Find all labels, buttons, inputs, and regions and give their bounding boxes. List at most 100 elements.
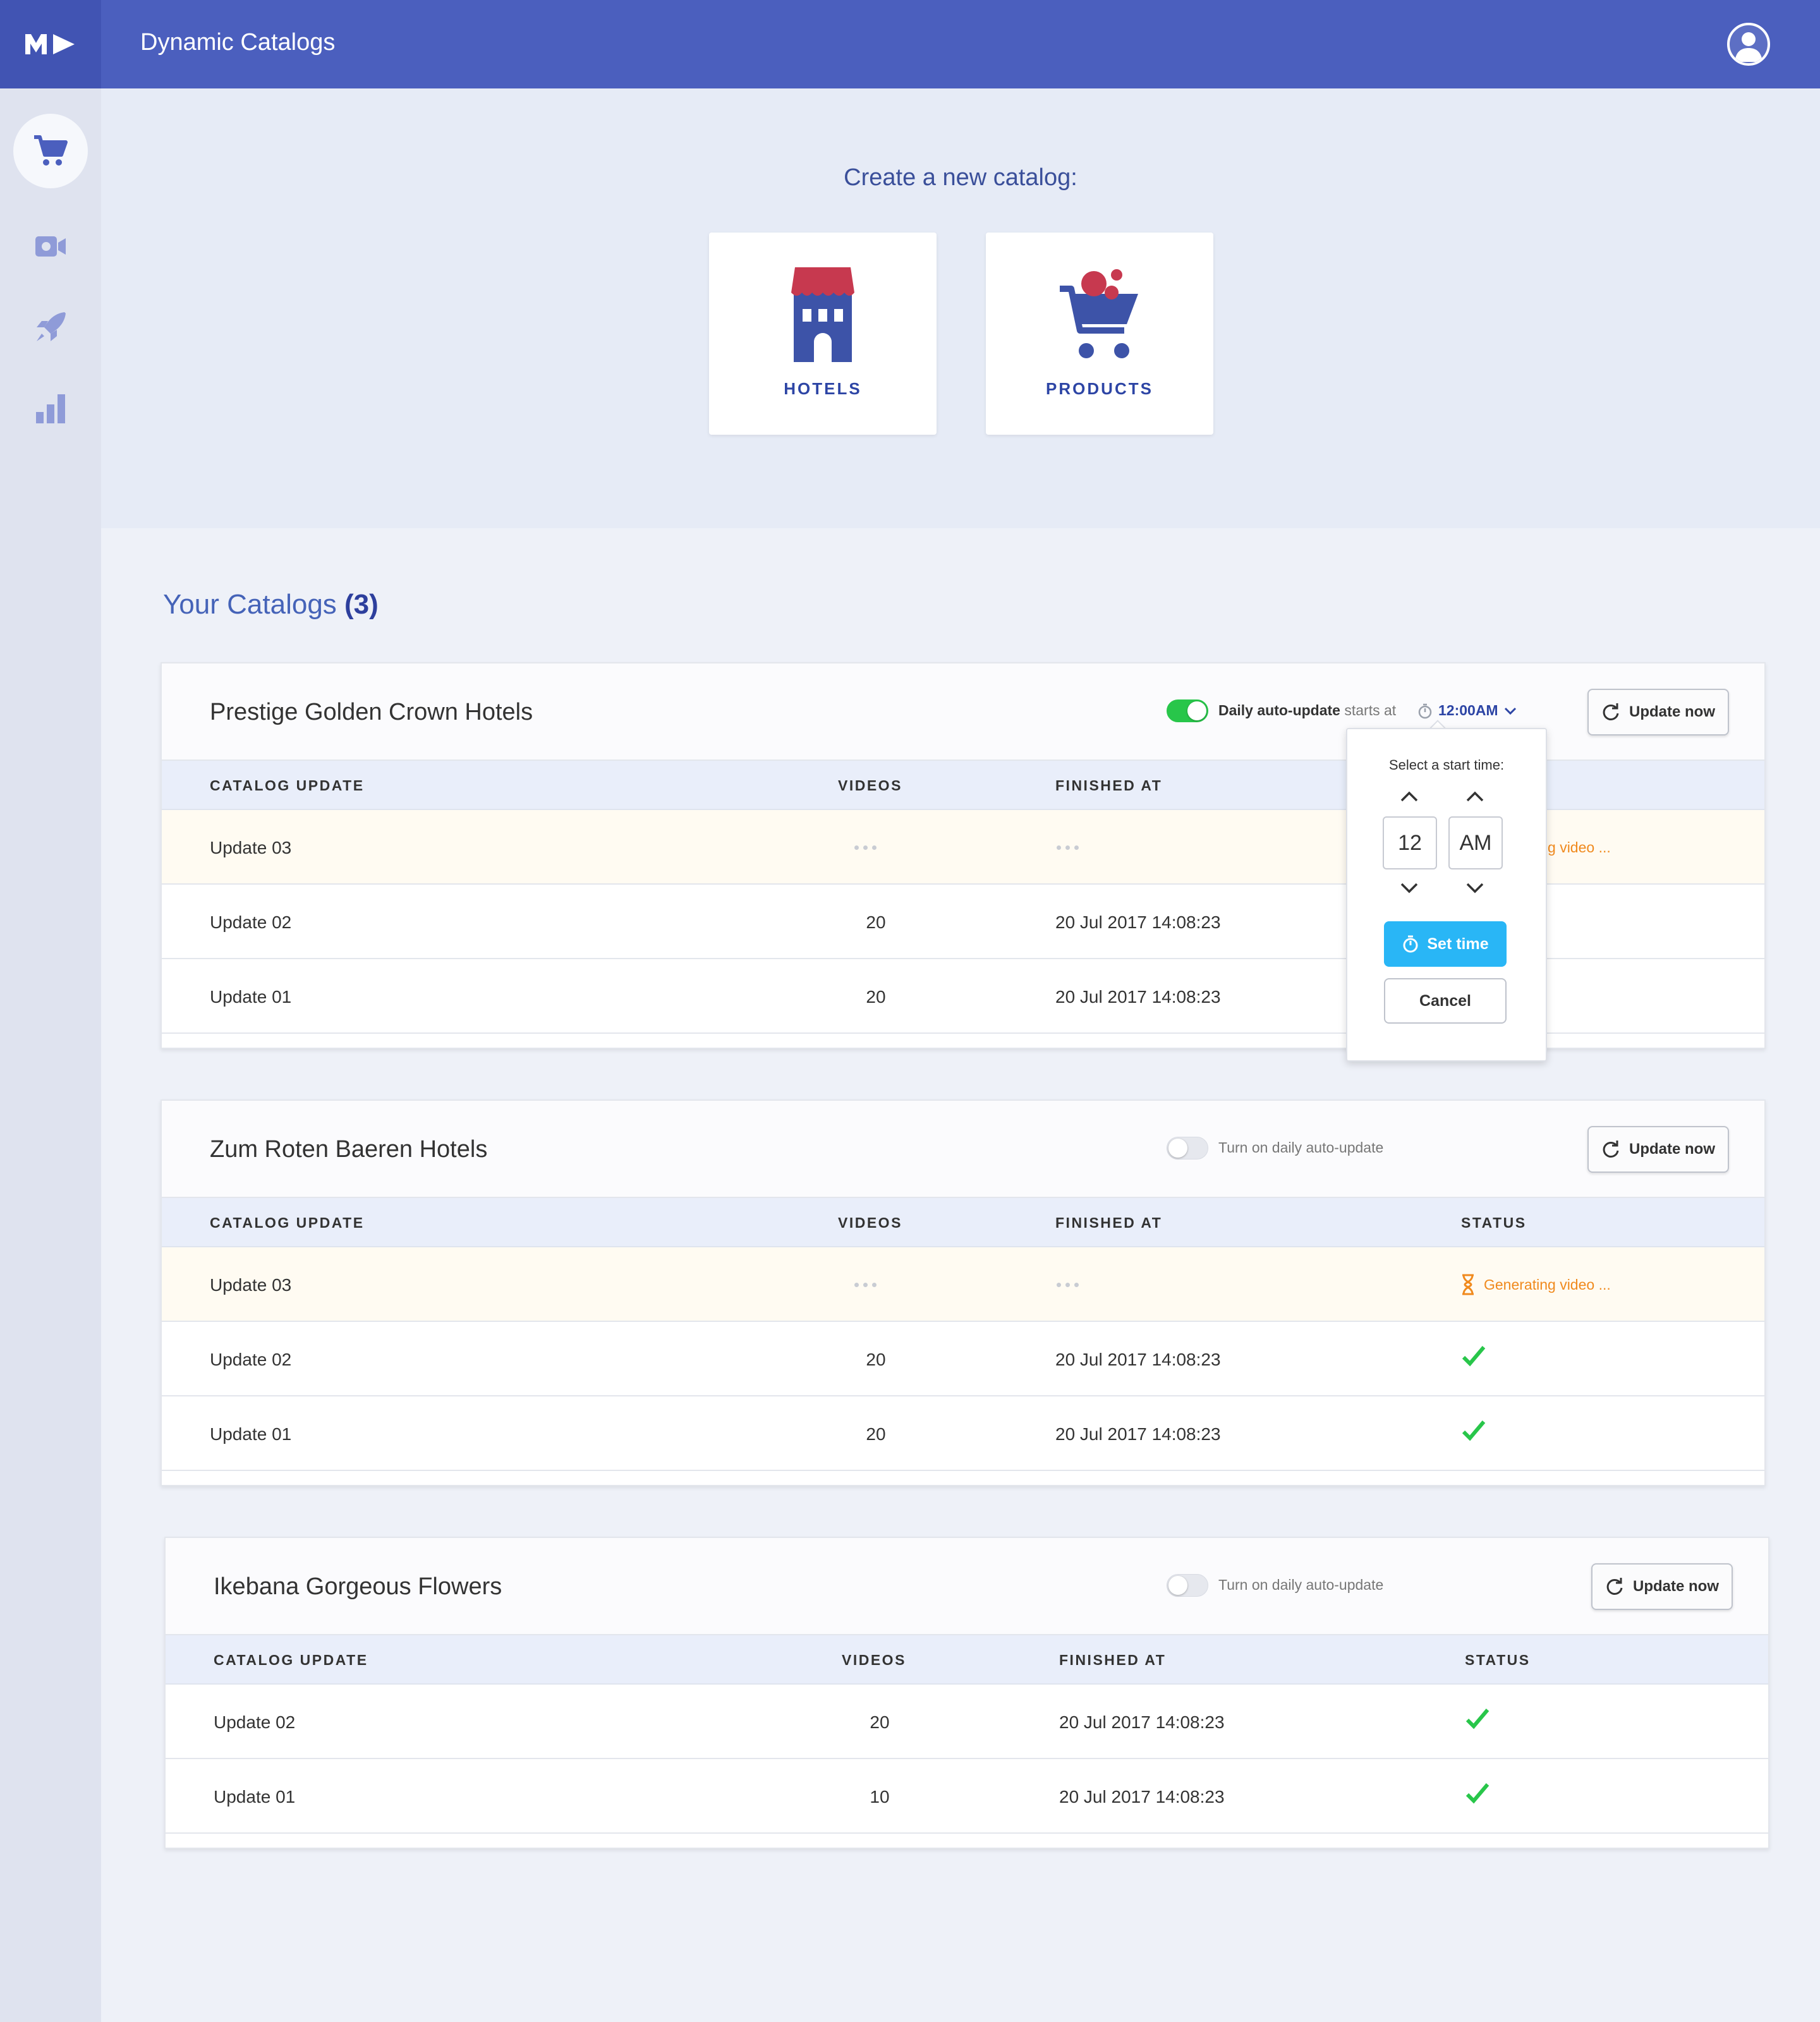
finished-at: 20 Jul 2017 14:08:23	[1059, 1787, 1225, 1807]
sidebar	[0, 88, 101, 2022]
column-header-status: STATUS	[1465, 1652, 1531, 1668]
auto-update-toggle[interactable]	[1167, 699, 1208, 722]
videos-count: 20	[866, 1424, 886, 1444]
set-time-button[interactable]: Set time	[1384, 921, 1507, 967]
app-logo[interactable]	[0, 0, 101, 88]
time-picker-popup: Select a start time: 12 AM Set time Canc…	[1346, 728, 1547, 1062]
update-name: Update 03	[210, 1275, 292, 1295]
catalog-title: Prestige Golden Crown Hotels	[210, 699, 533, 725]
checkmark-icon	[1462, 1420, 1486, 1441]
finished-at: 20 Jul 2017 14:08:23	[1055, 1424, 1221, 1444]
catalogs-count: (3)	[344, 589, 379, 620]
update-name: Update 02	[210, 912, 292, 932]
auto-update-toggle[interactable]	[1167, 1574, 1208, 1597]
hotel-icon	[791, 267, 854, 362]
sidebar-item-videos[interactable]	[0, 234, 101, 259]
bar-chart-icon	[36, 394, 65, 423]
table-row[interactable]: Update 02 20 20 Jul 2017 14:08:23	[162, 1322, 1764, 1396]
table-row[interactable]: Update 03 Generating video ...	[162, 1247, 1764, 1322]
videos-count: 20	[866, 912, 886, 932]
status-generating: Generating video ...	[1461, 1274, 1611, 1295]
catalog-panel: Zum Roten Baeren Hotels Turn on daily au…	[161, 1099, 1766, 1486]
hour-up-button[interactable]	[1397, 787, 1422, 806]
table-header: CATALOG UPDATE VIDEOS FINISHED AT STATUS	[162, 1198, 1764, 1247]
checkmark-icon	[1465, 1709, 1489, 1729]
update-now-button[interactable]: Update now	[1587, 689, 1729, 736]
shopping-cart-icon	[34, 135, 68, 166]
create-hotels-card[interactable]: HOTELS	[709, 233, 937, 435]
update-name: Update 01	[210, 987, 292, 1007]
start-time-dropdown[interactable]: 12:00AM	[1417, 702, 1517, 719]
column-header-update: CATALOG UPDATE	[210, 1214, 365, 1231]
column-header-finished: FINISHED AT	[1055, 777, 1163, 794]
period-field[interactable]: AM	[1448, 816, 1503, 869]
app-title: Dynamic Catalogs	[140, 29, 336, 56]
auto-update-toggle[interactable]	[1167, 1137, 1208, 1159]
hotels-label: HOTELS	[784, 379, 862, 398]
refresh-icon	[1603, 703, 1619, 720]
update-name: Update 01	[214, 1787, 296, 1807]
table-row[interactable]: Update 01 10 20 Jul 2017 14:08:23	[166, 1759, 1768, 1834]
update-now-button[interactable]: Update now	[1587, 1126, 1729, 1173]
videos-count: 20	[866, 1350, 886, 1369]
shopping-cart-icon	[1060, 269, 1138, 358]
table-row[interactable]: Update 01 20 20 Jul 2017 14:08:23	[162, 1396, 1764, 1471]
column-header-videos: VIDEOS	[838, 777, 902, 794]
hour-field[interactable]: 12	[1383, 816, 1437, 869]
finished-at: 20 Jul 2017 14:08:23	[1055, 1350, 1221, 1369]
stopwatch-icon	[1403, 935, 1418, 953]
finished-pending	[1057, 1283, 1079, 1287]
rocket-icon	[37, 312, 66, 341]
period-down-button[interactable]	[1462, 878, 1488, 897]
finished-pending	[1057, 845, 1079, 850]
video-camera-icon	[35, 236, 66, 257]
user-avatar-icon[interactable]	[1727, 23, 1770, 66]
refresh-icon	[1606, 1578, 1623, 1595]
auto-update-label: Daily auto-update starts at	[1218, 702, 1397, 718]
update-now-button[interactable]: Update now	[1591, 1563, 1733, 1610]
checkmark-icon	[1462, 1346, 1486, 1367]
videos-count: 20	[870, 1712, 890, 1732]
chevron-up-icon	[1466, 791, 1484, 802]
videos-pending	[854, 845, 877, 850]
catalog-title: Zum Roten Baeren Hotels	[210, 1136, 488, 1163]
column-header-update: CATALOG UPDATE	[210, 777, 365, 794]
create-catalog-section: Create a new catalog: HOTELS	[101, 88, 1820, 528]
finished-at: 20 Jul 2017 14:08:23	[1055, 987, 1221, 1007]
sidebar-item-analytics[interactable]	[0, 393, 101, 425]
catalog-title: Ikebana Gorgeous Flowers	[214, 1573, 502, 1600]
hour-down-button[interactable]	[1397, 878, 1422, 897]
checkmark-icon	[1465, 1783, 1489, 1804]
finished-at: 20 Jul 2017 14:08:23	[1059, 1712, 1225, 1732]
period-up-button[interactable]	[1462, 787, 1488, 806]
cancel-button[interactable]: Cancel	[1384, 978, 1507, 1024]
sidebar-item-catalogs[interactable]	[0, 114, 101, 188]
catalog-panel: Ikebana Gorgeous Flowers Turn on daily a…	[164, 1537, 1769, 1849]
stopwatch-icon	[1418, 703, 1432, 718]
finished-at: 20 Jul 2017 14:08:23	[1055, 912, 1221, 932]
column-header-finished: FINISHED AT	[1059, 1652, 1167, 1668]
auto-update-label: Turn on daily auto-update	[1218, 1577, 1384, 1593]
time-picker-title: Select a start time:	[1388, 757, 1505, 773]
chevron-down-icon	[1466, 883, 1484, 893]
table-header: CATALOG UPDATE VIDEOS FINISHED AT STATUS	[166, 1635, 1768, 1685]
update-name: Update 01	[210, 1424, 292, 1444]
chevron-down-icon	[1400, 883, 1418, 893]
create-products-card[interactable]: PRODUCTS	[986, 233, 1213, 435]
chevron-down-icon	[1504, 707, 1516, 715]
auto-update-label: Turn on daily auto-update	[1218, 1139, 1384, 1156]
videos-count: 20	[866, 987, 886, 1007]
sidebar-item-campaigns[interactable]	[0, 310, 101, 345]
create-title: Create a new catalog:	[844, 164, 1077, 191]
column-header-update: CATALOG UPDATE	[214, 1652, 368, 1668]
update-name: Update 03	[210, 838, 292, 857]
refresh-icon	[1603, 1141, 1619, 1158]
column-header-finished: FINISHED AT	[1055, 1214, 1163, 1231]
hourglass-icon	[1462, 1274, 1474, 1295]
update-name: Update 02	[210, 1350, 292, 1369]
logo-icon	[25, 34, 75, 54]
table-row[interactable]: Update 02 20 20 Jul 2017 14:08:23	[166, 1685, 1768, 1759]
update-name: Update 02	[214, 1712, 296, 1732]
videos-pending	[854, 1283, 877, 1287]
top-bar: Dynamic Catalogs	[0, 0, 1820, 88]
